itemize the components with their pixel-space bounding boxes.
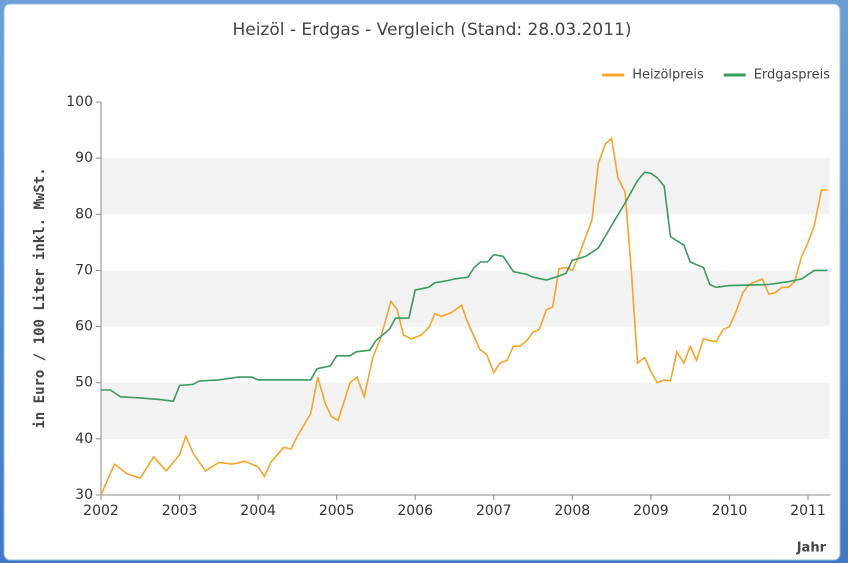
- x-tick-label: 2003: [162, 503, 198, 519]
- line-series: [100, 136, 828, 496]
- x-tick-label: 2007: [476, 503, 512, 519]
- x-tick-label: 2006: [397, 503, 433, 519]
- y-tick-label: 70: [75, 262, 93, 278]
- legend-label: Erdgaspreis: [754, 68, 830, 83]
- x-tick-label: 2011: [790, 503, 826, 519]
- x-tick-label: 2010: [712, 503, 748, 519]
- x-tick-label: 2009: [633, 503, 669, 519]
- line-series: [101, 171, 828, 403]
- chart-title: Heizöl - Erdgas - Vergleich (Stand: 28.0…: [232, 20, 631, 40]
- grid-band: [101, 382, 830, 439]
- x-tick-label: 2008: [555, 503, 591, 519]
- grid-band: [101, 158, 830, 215]
- y-tick-label: 100: [66, 94, 93, 110]
- y-tick-label: 30: [75, 487, 93, 503]
- y-tick-label: 90: [75, 150, 93, 166]
- x-tick-label: 2002: [83, 503, 119, 519]
- y-tick-label: 50: [75, 375, 93, 391]
- y-tick-label: 80: [75, 206, 93, 222]
- y-tick-label: 60: [75, 319, 93, 335]
- x-axis-label: Jahr: [796, 541, 827, 556]
- x-tick-label: 2005: [319, 503, 355, 519]
- x-tick-label: 2004: [240, 503, 276, 519]
- y-axis-label: in Euro / 100 Liter inkl. MwSt.: [32, 167, 48, 428]
- legend-label: Heizölpreis: [632, 68, 704, 83]
- y-tick-label: 40: [75, 431, 93, 447]
